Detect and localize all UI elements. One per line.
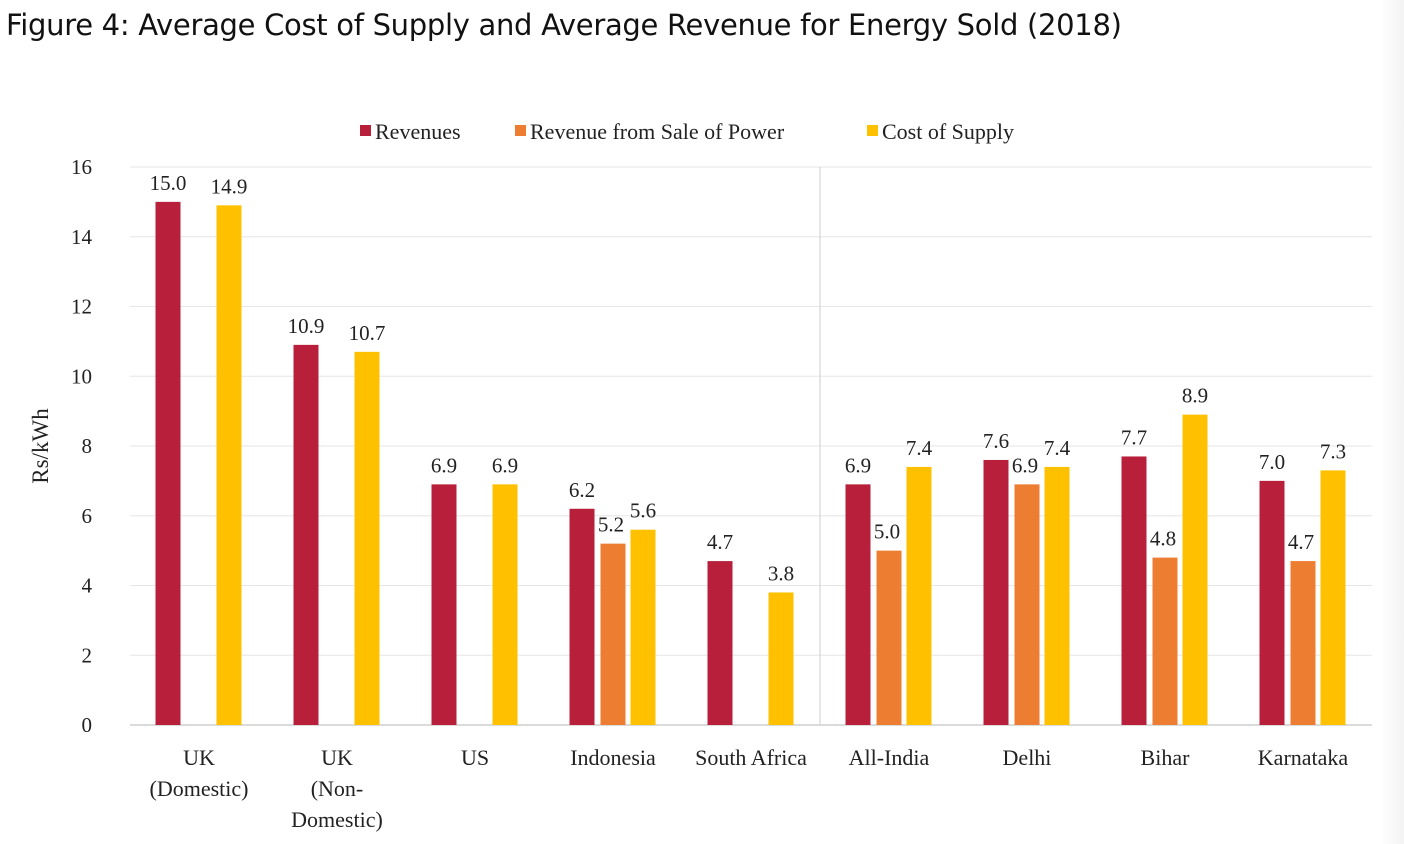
data-label: 7.6 — [983, 429, 1009, 453]
data-label: 7.0 — [1259, 450, 1285, 474]
data-label: 6.9 — [1012, 453, 1038, 477]
data-label: 14.9 — [211, 174, 248, 198]
y-tick-label: 16 — [71, 155, 92, 179]
data-label: 7.3 — [1320, 439, 1346, 463]
legend-swatch — [867, 125, 878, 136]
bar-cost-of-supply — [216, 205, 242, 726]
x-tick-label: South Africa — [695, 745, 807, 770]
bar-cost-of-supply — [354, 351, 380, 725]
data-label: 4.7 — [1288, 530, 1314, 554]
bar-revenues — [983, 459, 1009, 725]
bar-cost-of-supply — [1182, 414, 1208, 725]
y-axis-label: Rs/kWh — [28, 408, 53, 484]
legend-label: Revenue from Sale of Power — [530, 119, 785, 144]
page-edge-shadow — [1380, 0, 1404, 844]
x-tick-label: US — [461, 745, 489, 770]
bar-cost-of-supply — [630, 529, 656, 725]
bar-revenue-from-sale-of-power — [1152, 557, 1178, 725]
y-tick-label: 6 — [82, 504, 93, 528]
figure-title: Figure 4: Average Cost of Supply and Ave… — [6, 8, 1122, 42]
data-label: 3.8 — [768, 561, 794, 585]
data-label: 10.7 — [349, 321, 386, 345]
legend-swatch — [360, 125, 371, 136]
bar-cost-of-supply — [492, 484, 518, 725]
data-label: 10.9 — [288, 314, 325, 338]
bar-revenues — [293, 344, 319, 725]
data-label: 4.7 — [707, 530, 733, 554]
y-tick-label: 8 — [82, 434, 93, 458]
y-tick-label: 12 — [71, 295, 92, 319]
data-label: 5.2 — [598, 513, 624, 537]
x-tick-label: All-India — [849, 745, 930, 770]
x-tick-label: Indonesia — [570, 745, 656, 770]
data-label: 6.9 — [492, 453, 518, 477]
bar-revenues — [569, 508, 595, 725]
x-tick-label: Bihar — [1141, 745, 1191, 770]
x-tick-label: (Non- — [311, 776, 364, 801]
bar-revenue-from-sale-of-power — [1290, 561, 1316, 725]
x-tick-label: Delhi — [1003, 745, 1052, 770]
data-label: 7.4 — [906, 436, 933, 460]
bar-revenue-from-sale-of-power — [1014, 484, 1040, 725]
data-label: 15.0 — [150, 171, 187, 195]
y-tick-label: 14 — [71, 225, 93, 249]
bar-revenues — [845, 484, 871, 725]
data-label: 4.8 — [1150, 527, 1176, 551]
x-tick-label: UK — [183, 745, 215, 770]
legend-label: Revenues — [375, 119, 461, 144]
bar-revenues — [707, 561, 733, 725]
legend-label: Cost of Supply — [882, 119, 1014, 144]
data-label: 6.2 — [569, 478, 595, 502]
data-label: 7.4 — [1044, 436, 1071, 460]
x-tick-label: (Domestic) — [150, 776, 249, 801]
data-label: 6.9 — [431, 453, 457, 477]
bar-cost-of-supply — [906, 466, 932, 725]
data-label: 5.0 — [874, 520, 900, 544]
y-tick-label: 10 — [71, 364, 92, 388]
bar-cost-of-supply — [1320, 470, 1346, 725]
bar-revenues — [431, 484, 457, 725]
x-tick-label: Karnataka — [1258, 745, 1349, 770]
y-tick-label: 0 — [82, 713, 93, 737]
bar-cost-of-supply — [768, 592, 794, 725]
bar-cost-of-supply — [1044, 466, 1070, 725]
x-tick-label: Domestic) — [291, 807, 383, 832]
bar-revenues — [1121, 456, 1147, 725]
bar-revenue-from-sale-of-power — [876, 550, 902, 725]
y-tick-label: 2 — [82, 643, 93, 667]
x-tick-label: UK — [321, 745, 353, 770]
bar-revenues — [155, 201, 181, 725]
bar-revenue-from-sale-of-power — [600, 543, 626, 725]
y-tick-label: 4 — [82, 574, 93, 598]
data-label: 8.9 — [1182, 384, 1208, 408]
data-label: 7.7 — [1121, 425, 1147, 449]
legend-swatch — [515, 125, 526, 136]
data-label: 5.6 — [630, 499, 656, 523]
bar-revenues — [1259, 480, 1285, 725]
data-label: 6.9 — [845, 453, 871, 477]
